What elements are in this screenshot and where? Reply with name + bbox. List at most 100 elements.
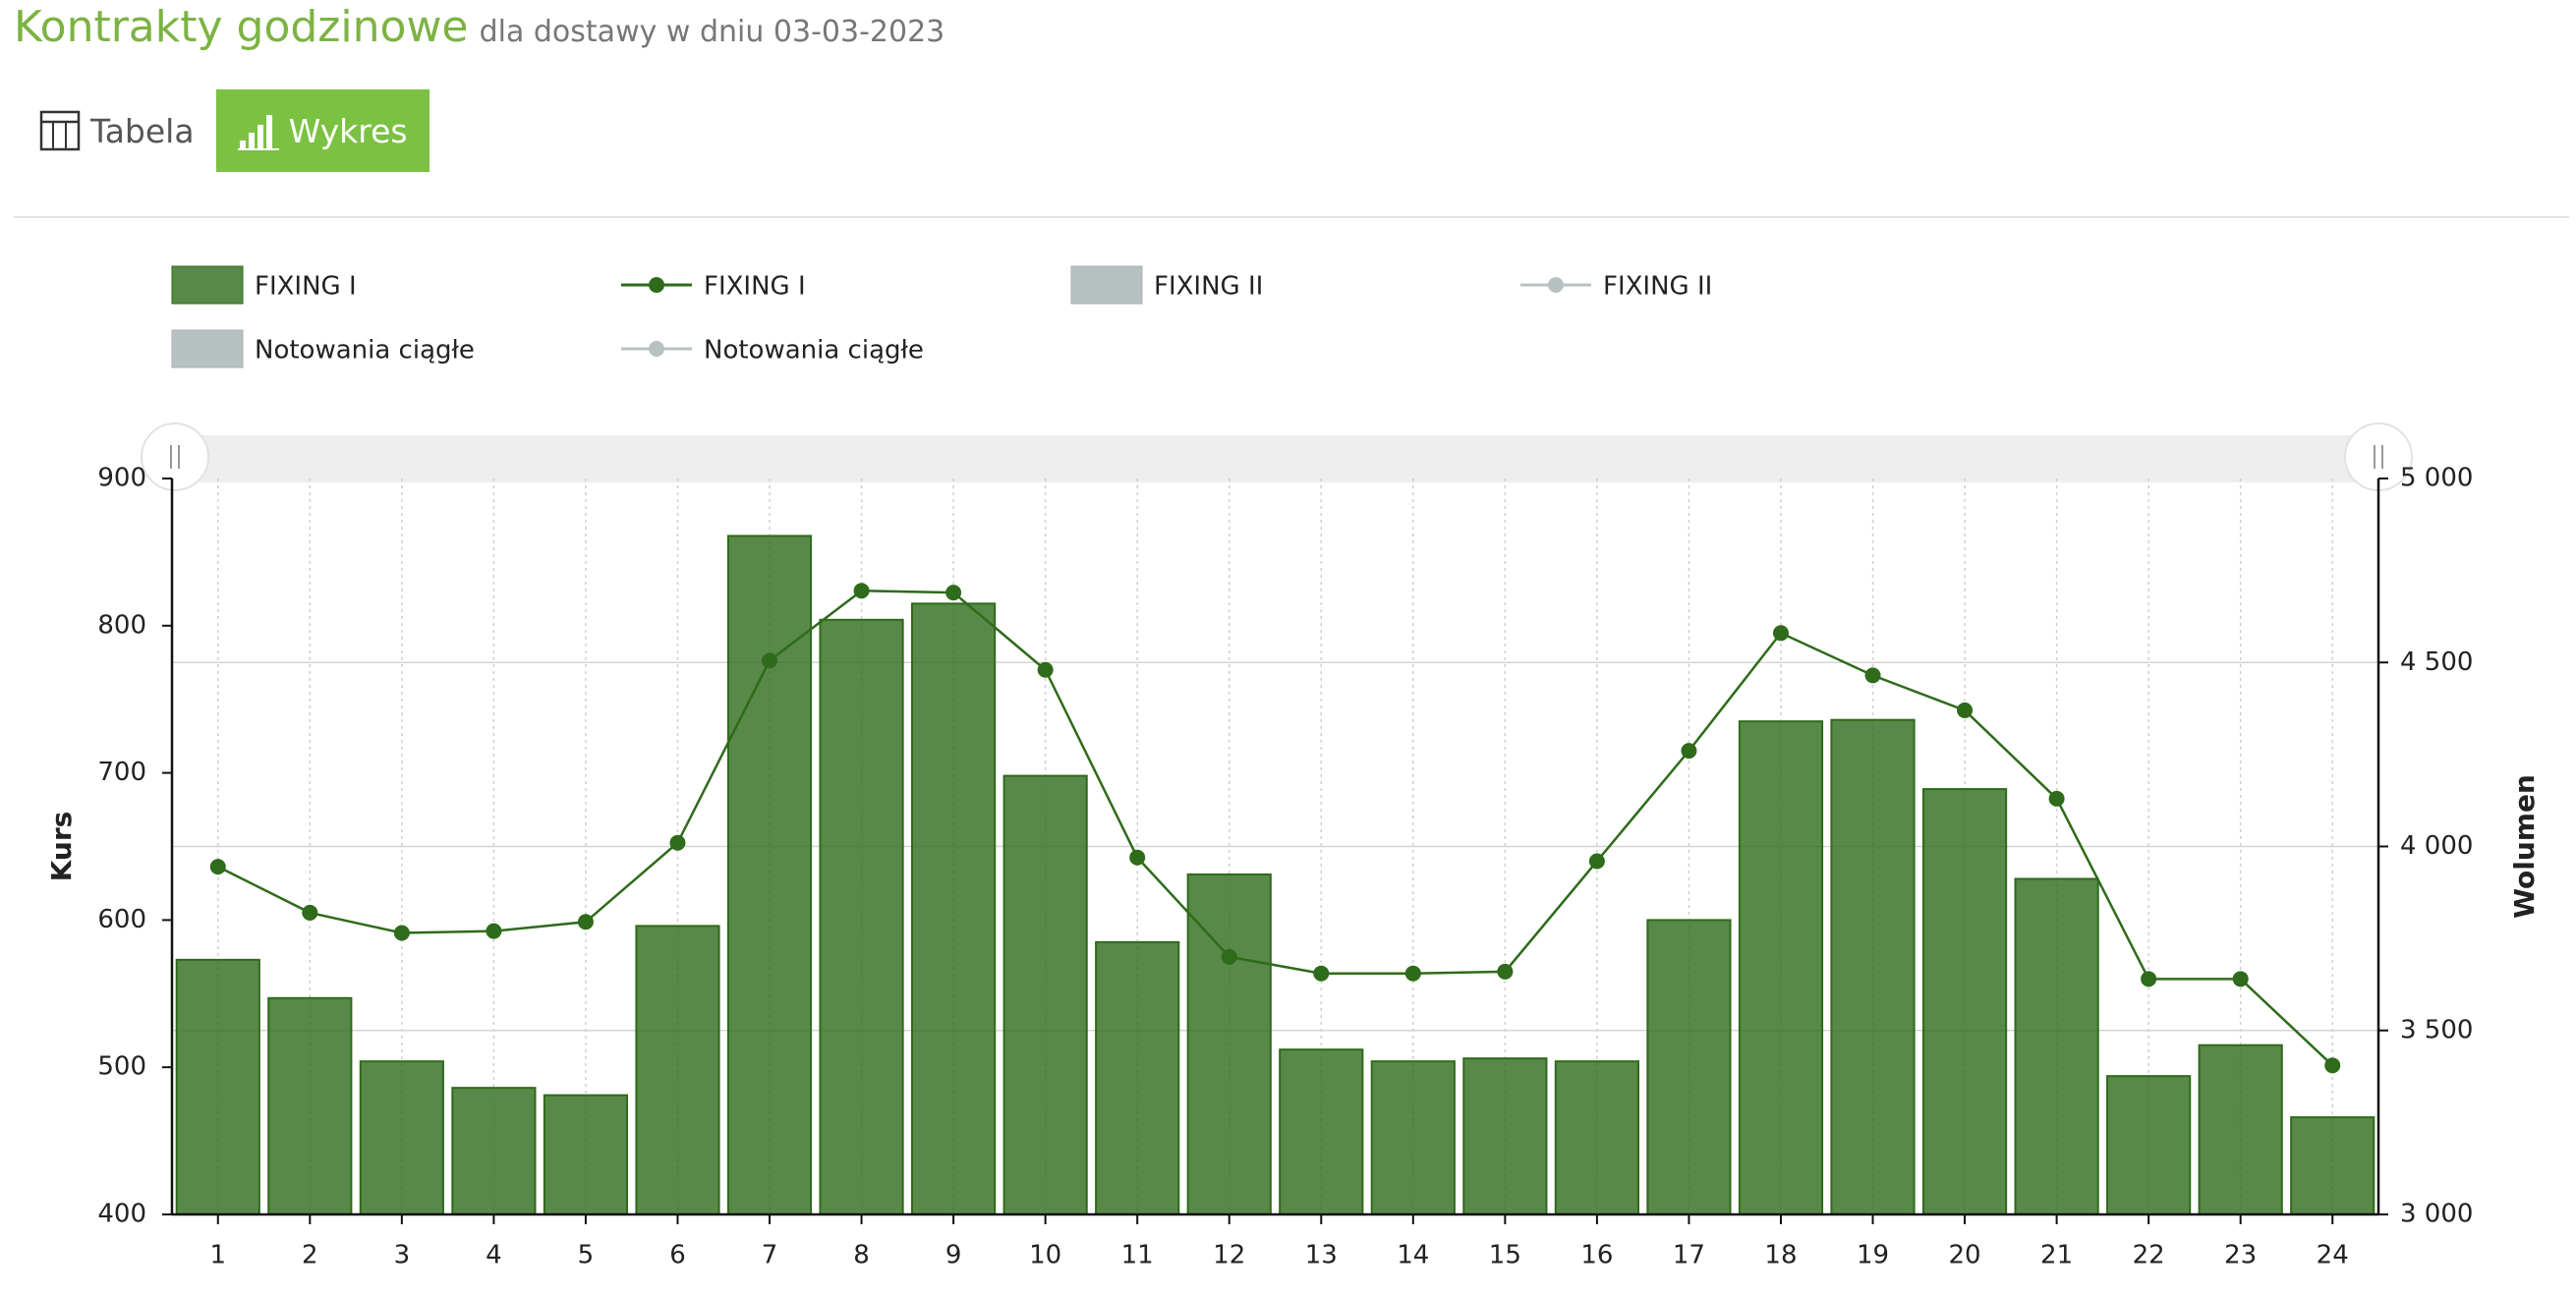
- line-point-fixing-1[interactable]: [302, 904, 318, 921]
- line-point-fixing-1[interactable]: [1864, 667, 1881, 684]
- bar-fixing-1[interactable]: [1002, 774, 1088, 1215]
- range-scrollbar-track[interactable]: [172, 435, 2378, 482]
- line-point-fixing-1[interactable]: [1588, 853, 1605, 870]
- line-point-fixing-1[interactable]: [393, 925, 410, 941]
- y-tick-label-right: 4 000: [2400, 831, 2473, 861]
- x-tick-label: 19: [1857, 1241, 1889, 1270]
- line-point-fixing-1[interactable]: [1772, 625, 1789, 642]
- bar-fixing-1[interactable]: [543, 1094, 629, 1215]
- line-point-fixing-1[interactable]: [1681, 743, 1697, 760]
- line-point-fixing-1[interactable]: [1957, 702, 1974, 718]
- line-fixing-1[interactable]: [217, 589, 2334, 1067]
- x-tick-label: 10: [1029, 1241, 1061, 1270]
- bar-fixing-1[interactable]: [1186, 873, 1272, 1215]
- line-point-fixing-1[interactable]: [945, 585, 962, 601]
- bar-fixing-1[interactable]: [2290, 1116, 2376, 1215]
- line-point-fixing-1[interactable]: [2141, 971, 2157, 987]
- x-tick-label: 17: [1673, 1241, 1705, 1270]
- bar-fixing-1[interactable]: [1279, 1048, 1364, 1215]
- line-point-fixing-1[interactable]: [1313, 965, 1330, 982]
- line-point-fixing-1[interactable]: [1497, 963, 1514, 980]
- bar-fixing-1[interactable]: [175, 958, 260, 1215]
- legend-swatch-bar[interactable]: [171, 329, 244, 368]
- bar-fixing-1[interactable]: [2014, 877, 2099, 1215]
- line-point-fixing-1[interactable]: [1221, 948, 1237, 965]
- y-tick-label-left: 600: [97, 905, 146, 934]
- bar-fixing-1[interactable]: [1830, 718, 1916, 1215]
- x-tick-label: 22: [2133, 1241, 2165, 1270]
- bar-fixing-1[interactable]: [911, 602, 997, 1215]
- bar-fixing-1[interactable]: [726, 535, 813, 1215]
- bar-fixing-1[interactable]: [2106, 1075, 2192, 1215]
- y-axis-title-right: Wolumen: [2508, 774, 2541, 919]
- x-tick-label: 3: [394, 1241, 411, 1270]
- legend-label: FIXING II: [1154, 272, 1263, 302]
- x-tick-label: 16: [1580, 1241, 1613, 1270]
- bar-fixing-1[interactable]: [1554, 1060, 1639, 1216]
- x-tick-label: 5: [578, 1241, 595, 1270]
- x-tick-label: 13: [1305, 1241, 1338, 1270]
- x-tick-label: 4: [486, 1241, 502, 1270]
- x-tick-label: 21: [2040, 1241, 2073, 1270]
- legend-label: FIXING I: [704, 272, 806, 302]
- view-tabs: Tabela Wykres: [18, 89, 429, 172]
- header: Kontrakty godzinowe dla dostawy w dniu 0…: [14, 2, 945, 52]
- x-tick-label: 23: [2224, 1241, 2257, 1270]
- legend-label: Notowania ciągłe: [704, 336, 924, 366]
- bar-fixing-1[interactable]: [359, 1060, 444, 1216]
- y-tick-label-left: 900: [97, 464, 146, 493]
- table-icon: [39, 110, 81, 151]
- bar-fixing-1[interactable]: [2198, 1043, 2283, 1215]
- line-point-fixing-1[interactable]: [1404, 965, 1421, 982]
- tab-wykres-label: Wykres: [288, 111, 408, 150]
- bar-fixing-1[interactable]: [1646, 919, 1732, 1216]
- bar-chart-icon: [237, 115, 279, 150]
- x-tick-label: 1: [209, 1241, 226, 1270]
- bar-fixing-1[interactable]: [1370, 1060, 1456, 1216]
- line-point-fixing-1[interactable]: [486, 923, 502, 939]
- header-divider: [14, 216, 2569, 218]
- x-tick-label: 11: [1121, 1241, 1154, 1270]
- line-point-fixing-1[interactable]: [2324, 1057, 2341, 1074]
- line-point-fixing-1[interactable]: [1129, 849, 1146, 866]
- bar-fixing-1[interactable]: [1738, 720, 1824, 1215]
- line-point-fixing-1[interactable]: [2048, 790, 2065, 807]
- bar-fixing-1[interactable]: [1921, 788, 2008, 1215]
- legend-swatch-bar[interactable]: [171, 265, 244, 305]
- line-point-fixing-1[interactable]: [577, 914, 594, 930]
- bar-fixing-1[interactable]: [1462, 1057, 1548, 1216]
- y-tick-label-left: 700: [97, 758, 146, 787]
- legend-swatch-marker[interactable]: [1548, 277, 1564, 293]
- tab-tabela[interactable]: Tabela: [18, 89, 216, 172]
- page-title: Kontrakty godzinowe: [14, 2, 469, 52]
- legend-swatch-marker[interactable]: [649, 277, 664, 293]
- bar-fixing-1[interactable]: [1095, 940, 1180, 1215]
- legend-swatch-bar[interactable]: [1070, 265, 1143, 305]
- range-handle-left[interactable]: [141, 422, 209, 491]
- line-point-fixing-1[interactable]: [669, 834, 686, 851]
- line-point-fixing-1[interactable]: [762, 652, 778, 669]
- y-tick-label-left: 500: [97, 1052, 146, 1082]
- bar-fixing-1[interactable]: [819, 618, 904, 1215]
- line-point-fixing-1[interactable]: [2232, 971, 2249, 987]
- y-tick-label-right: 4 500: [2400, 648, 2473, 677]
- line-point-fixing-1[interactable]: [1037, 661, 1054, 678]
- x-tick-label: 6: [669, 1241, 686, 1270]
- tab-tabela-label: Tabela: [90, 111, 195, 150]
- legend-label: FIXING I: [255, 272, 357, 302]
- y-tick-label-left: 400: [97, 1200, 146, 1229]
- line-point-fixing-1[interactable]: [209, 859, 226, 875]
- bar-fixing-1[interactable]: [451, 1087, 537, 1215]
- x-tick-label: 12: [1213, 1241, 1245, 1270]
- x-tick-label: 24: [2317, 1241, 2349, 1270]
- bar-fixing-1[interactable]: [267, 996, 353, 1215]
- legend-swatch-marker[interactable]: [649, 341, 664, 357]
- line-point-fixing-1[interactable]: [853, 583, 870, 599]
- x-tick-label: 14: [1397, 1241, 1429, 1270]
- x-tick-label: 8: [853, 1241, 870, 1270]
- x-tick-label: 2: [302, 1241, 318, 1270]
- bar-fixing-1[interactable]: [635, 925, 720, 1216]
- tab-wykres[interactable]: Wykres: [215, 89, 429, 172]
- y-tick-label-right: 3 500: [2400, 1015, 2473, 1044]
